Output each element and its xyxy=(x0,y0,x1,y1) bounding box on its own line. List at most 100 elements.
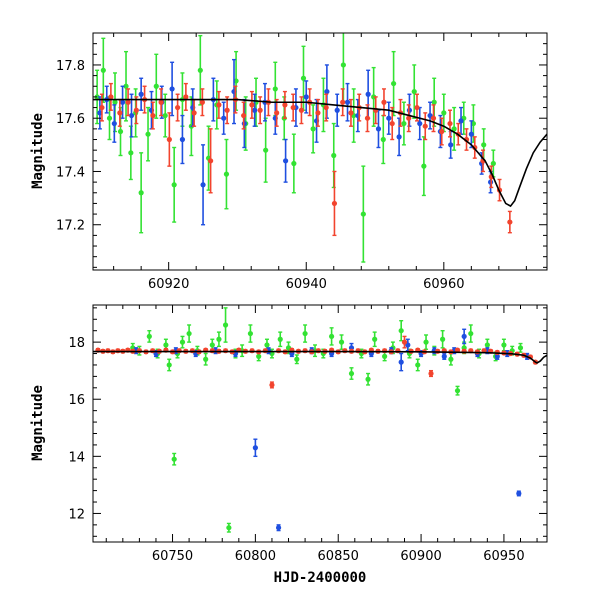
top-red-marker xyxy=(406,115,412,121)
top-red-marker xyxy=(364,115,371,121)
top-plot-frame xyxy=(92,32,548,271)
top-red-point xyxy=(249,90,255,119)
top-green-marker xyxy=(310,126,316,132)
bottom-green-point xyxy=(517,342,524,353)
top-red-marker xyxy=(208,158,214,164)
top-red-point xyxy=(175,93,181,122)
top-green-marker xyxy=(490,160,496,167)
bottom-green-point xyxy=(179,335,186,349)
bottom-red-marker xyxy=(315,348,321,354)
bottom-green-marker xyxy=(294,356,300,362)
bottom-green-point xyxy=(423,334,429,350)
bottom-y-tick-label: 18 xyxy=(68,336,85,351)
top-red-point xyxy=(439,117,445,146)
bottom-green-point xyxy=(203,352,209,366)
top-green-marker xyxy=(128,150,134,156)
top-green-marker xyxy=(391,80,397,87)
bottom-series-blue xyxy=(133,328,530,532)
bottom-green-marker xyxy=(415,362,421,368)
top-blue-marker xyxy=(179,136,186,143)
bottom-red-marker xyxy=(249,348,255,354)
top-blue-marker xyxy=(111,120,117,127)
bottom-panel: 60750 60800 60850 60900 60950 12 14 16 18 Magnit… xyxy=(30,304,548,586)
top-red-point xyxy=(150,101,156,130)
top-blue-marker xyxy=(458,118,464,124)
bottom-green-point xyxy=(398,320,404,342)
top-blue-marker xyxy=(138,91,144,97)
bottom-green-marker xyxy=(277,336,283,342)
top-red-marker xyxy=(241,112,247,119)
top-green-point xyxy=(391,50,397,117)
bottom-green-marker xyxy=(256,353,262,359)
top-red-marker xyxy=(323,104,329,111)
bottom-green-marker xyxy=(468,330,474,337)
top-blue-marker xyxy=(169,86,175,92)
bottom-x-tick-label: 60850 xyxy=(318,549,359,564)
bottom-green-point xyxy=(448,352,454,366)
top-green-point xyxy=(153,53,159,119)
top-green-point xyxy=(421,136,427,197)
top-green-marker xyxy=(94,94,100,100)
top-blue-point xyxy=(427,101,433,130)
bottom-red-point xyxy=(275,348,282,354)
bottom-green-marker xyxy=(423,339,429,345)
top-green-marker xyxy=(123,83,129,89)
top-red-point xyxy=(133,96,139,125)
top-blue-point xyxy=(386,101,392,135)
bottom-green-marker xyxy=(179,339,186,345)
top-blue-marker xyxy=(375,126,382,132)
top-red-point xyxy=(216,90,222,119)
top-blue-point xyxy=(283,138,289,183)
bottom-blue-point xyxy=(516,490,522,497)
top-blue-marker xyxy=(386,115,392,121)
top-red-marker xyxy=(133,107,139,113)
top-green-point xyxy=(138,152,144,234)
top-red-point xyxy=(447,109,453,138)
top-red-point xyxy=(488,165,494,189)
top-red-point xyxy=(472,136,478,159)
bottom-green-marker xyxy=(146,333,152,340)
bottom-green-point xyxy=(171,452,177,466)
top-red-marker xyxy=(389,120,395,127)
top-red-point xyxy=(241,101,247,130)
bottom-red-point xyxy=(249,348,255,354)
top-green-marker xyxy=(401,120,407,127)
top-red-point xyxy=(208,128,214,194)
top-green-marker xyxy=(291,160,297,167)
bottom-model-curve xyxy=(93,350,547,364)
top-blue-marker xyxy=(324,88,330,95)
bottom-green-marker xyxy=(302,330,308,337)
top-green-marker xyxy=(481,142,487,148)
top-blue-marker xyxy=(128,112,135,119)
top-y-tick-label: 17.4 xyxy=(56,165,85,180)
bottom-blue-point xyxy=(275,524,282,532)
top-red-marker xyxy=(150,112,156,119)
top-y-tick-label: 17.2 xyxy=(56,219,85,234)
top-blue-point xyxy=(396,117,402,157)
bottom-red-point xyxy=(136,348,142,354)
top-red-point xyxy=(381,88,387,117)
top-green-marker xyxy=(300,75,307,81)
bottom-green-marker xyxy=(398,328,404,334)
top-red-marker xyxy=(117,110,123,116)
top-green-marker xyxy=(331,152,337,159)
top-red-point xyxy=(183,82,189,111)
top-blue-marker xyxy=(448,142,454,148)
top-red-point xyxy=(274,98,280,127)
bottom-green-point xyxy=(338,334,345,350)
bottom-green-point xyxy=(302,324,308,343)
top-green-marker xyxy=(431,99,437,105)
top-blue-point xyxy=(111,104,117,143)
bottom-blue-marker xyxy=(461,333,467,340)
top-red-marker xyxy=(430,115,437,121)
top-green-marker xyxy=(171,182,177,188)
top-green-marker xyxy=(340,62,346,68)
top-green-point xyxy=(310,104,316,154)
top-red-marker xyxy=(381,99,387,105)
bottom-green-marker xyxy=(247,330,254,337)
bottom-red-marker xyxy=(355,348,361,354)
bottom-green-marker xyxy=(338,339,345,345)
top-green-point xyxy=(123,50,129,122)
top-red-point xyxy=(158,88,164,117)
bottom-red-marker xyxy=(105,348,111,354)
